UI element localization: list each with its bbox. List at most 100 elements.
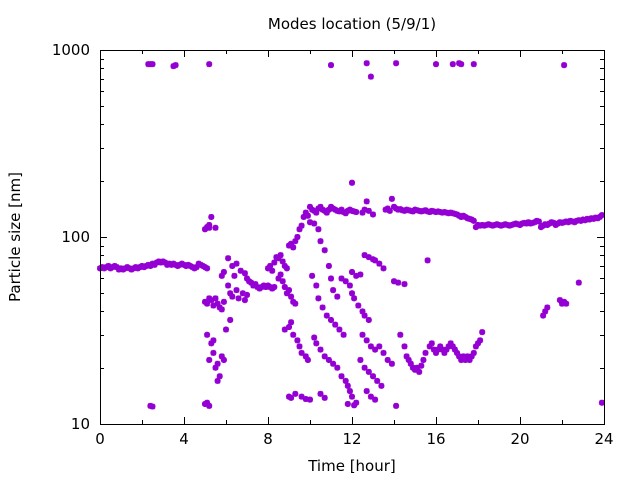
data-point [212,295,219,302]
data-point [304,356,311,363]
data-point [298,393,305,400]
data-point [357,356,364,363]
data-point [420,356,427,363]
data-point [325,206,332,213]
data-point [279,258,286,265]
data-point [294,234,301,240]
data-point [416,368,423,375]
data-point [397,331,404,338]
data-point [475,340,481,347]
data-point [393,402,400,409]
data-point [286,324,292,331]
data-point [286,287,292,294]
data-point [344,400,351,407]
data-point [317,346,324,353]
y-tick-label: 10 [71,415,90,433]
data-point [332,321,339,328]
data-point [346,388,353,395]
data-point [363,198,370,205]
data-point [319,304,326,311]
data-point [359,209,366,216]
data-point [575,279,582,286]
data-point [294,337,301,344]
data-point [212,224,219,231]
data-point [202,400,208,407]
data-point [540,312,547,319]
data-point [456,353,463,360]
data-point [359,308,366,315]
data-point [292,238,299,245]
data-point [328,62,334,69]
data-point [395,279,402,286]
data-point [288,394,295,401]
data-point [300,213,307,220]
data-point [462,356,469,363]
data-point [403,353,410,360]
data-point [458,356,465,363]
data-point [460,353,467,360]
data-point [451,346,458,353]
data-point [372,396,379,403]
data-point [437,343,444,350]
data-point [307,396,313,403]
data-point [149,61,156,68]
data-point [271,259,278,266]
data-point [445,343,452,350]
x-tick-label: 4 [179,430,189,448]
data-point [172,62,179,69]
data-point [365,316,372,323]
data-point [449,343,456,350]
data-point [355,302,362,309]
data-point [418,362,425,369]
data-point [290,244,297,251]
data-point [227,290,234,297]
data-point [313,209,320,216]
data-point [367,343,374,350]
data-point [372,257,379,264]
data-point [363,60,370,67]
data-point [214,360,221,367]
data-point [330,287,337,294]
data-point [218,306,225,313]
data-point [384,356,391,363]
data-point [321,394,328,401]
data-point [225,255,232,262]
data-point [218,353,225,360]
data-point [225,282,232,289]
data-point [302,396,309,403]
data-point [346,282,353,289]
y-tick-label: 100 [61,228,90,246]
data-point [220,268,227,275]
chart-title: Modes location (5/9/1) [268,15,436,33]
data-point [388,360,395,367]
data-point [283,265,290,272]
data-point [288,319,295,326]
data-point [598,399,605,406]
data-point [204,300,211,307]
data-point [334,364,341,371]
data-point [433,349,439,356]
data-point [340,331,347,338]
data-point [317,203,324,210]
data-point [393,60,400,67]
data-point [470,349,477,356]
data-point [470,217,477,224]
data-point [275,275,282,282]
data-point [231,272,238,279]
data-point [344,382,351,389]
data-point [435,346,442,353]
data-point [309,272,316,279]
data-point [210,337,217,344]
data-point [376,260,383,267]
data-point [288,240,295,247]
data-point [365,254,372,261]
data-point [302,209,309,216]
data-point [544,304,551,311]
data-point [380,265,387,272]
data-point [361,206,368,213]
data-point [223,326,229,333]
data-point [281,284,288,291]
data-point [325,356,332,363]
x-tick-label: 16 [426,430,445,448]
data-point [311,334,318,341]
